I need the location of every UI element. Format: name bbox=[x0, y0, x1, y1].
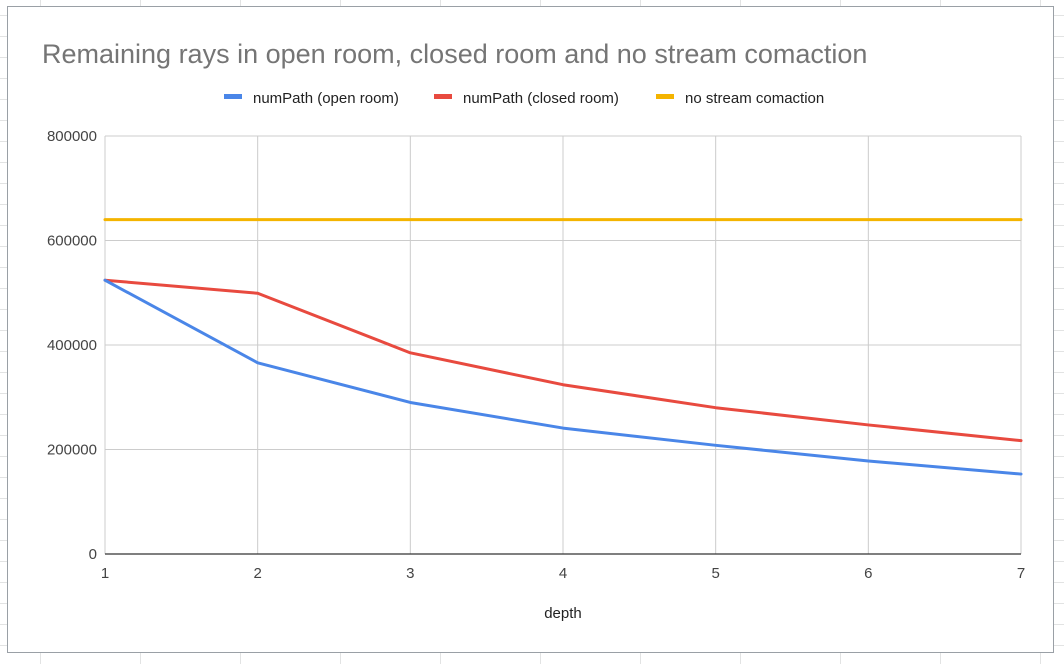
chart-legend: numPath (open room) numPath (closed room)… bbox=[224, 90, 824, 107]
y-tick-label: 800000 bbox=[47, 128, 97, 145]
legend-label: numPath (open room) bbox=[253, 90, 399, 107]
x-axis-label: depth bbox=[544, 605, 582, 622]
chart-card: Remaining rays in open room, closed room… bbox=[7, 6, 1054, 653]
x-tick-label: 5 bbox=[711, 565, 719, 582]
chart-title: Remaining rays in open room, closed room… bbox=[42, 39, 867, 69]
y-tick-label: 0 bbox=[89, 546, 97, 563]
legend-label: numPath (closed room) bbox=[463, 90, 619, 107]
y-axis-ticks: 0 200000 400000 600000 800000 bbox=[47, 128, 97, 563]
chart-grid bbox=[104, 135, 1022, 554]
legend-swatch bbox=[224, 94, 242, 99]
x-tick-label: 1 bbox=[101, 565, 109, 582]
x-tick-label: 3 bbox=[406, 565, 414, 582]
legend-label: no stream comaction bbox=[685, 90, 824, 107]
line-chart: Remaining rays in open room, closed room… bbox=[42, 39, 1025, 622]
series-line-0 bbox=[103, 278, 1023, 476]
x-tick-label: 7 bbox=[1017, 565, 1025, 582]
y-tick-label: 200000 bbox=[47, 442, 97, 459]
series-line-1 bbox=[103, 278, 1023, 443]
x-tick-label: 6 bbox=[864, 565, 872, 582]
x-axis-ticks: 1 2 3 4 5 6 7 bbox=[101, 565, 1025, 582]
legend-swatch bbox=[656, 94, 674, 99]
x-tick-label: 2 bbox=[253, 565, 261, 582]
x-tick-label: 4 bbox=[559, 565, 567, 582]
chart-series bbox=[103, 218, 1023, 555]
y-tick-label: 400000 bbox=[47, 337, 97, 354]
y-tick-label: 600000 bbox=[47, 233, 97, 250]
legend-swatch bbox=[434, 94, 452, 99]
